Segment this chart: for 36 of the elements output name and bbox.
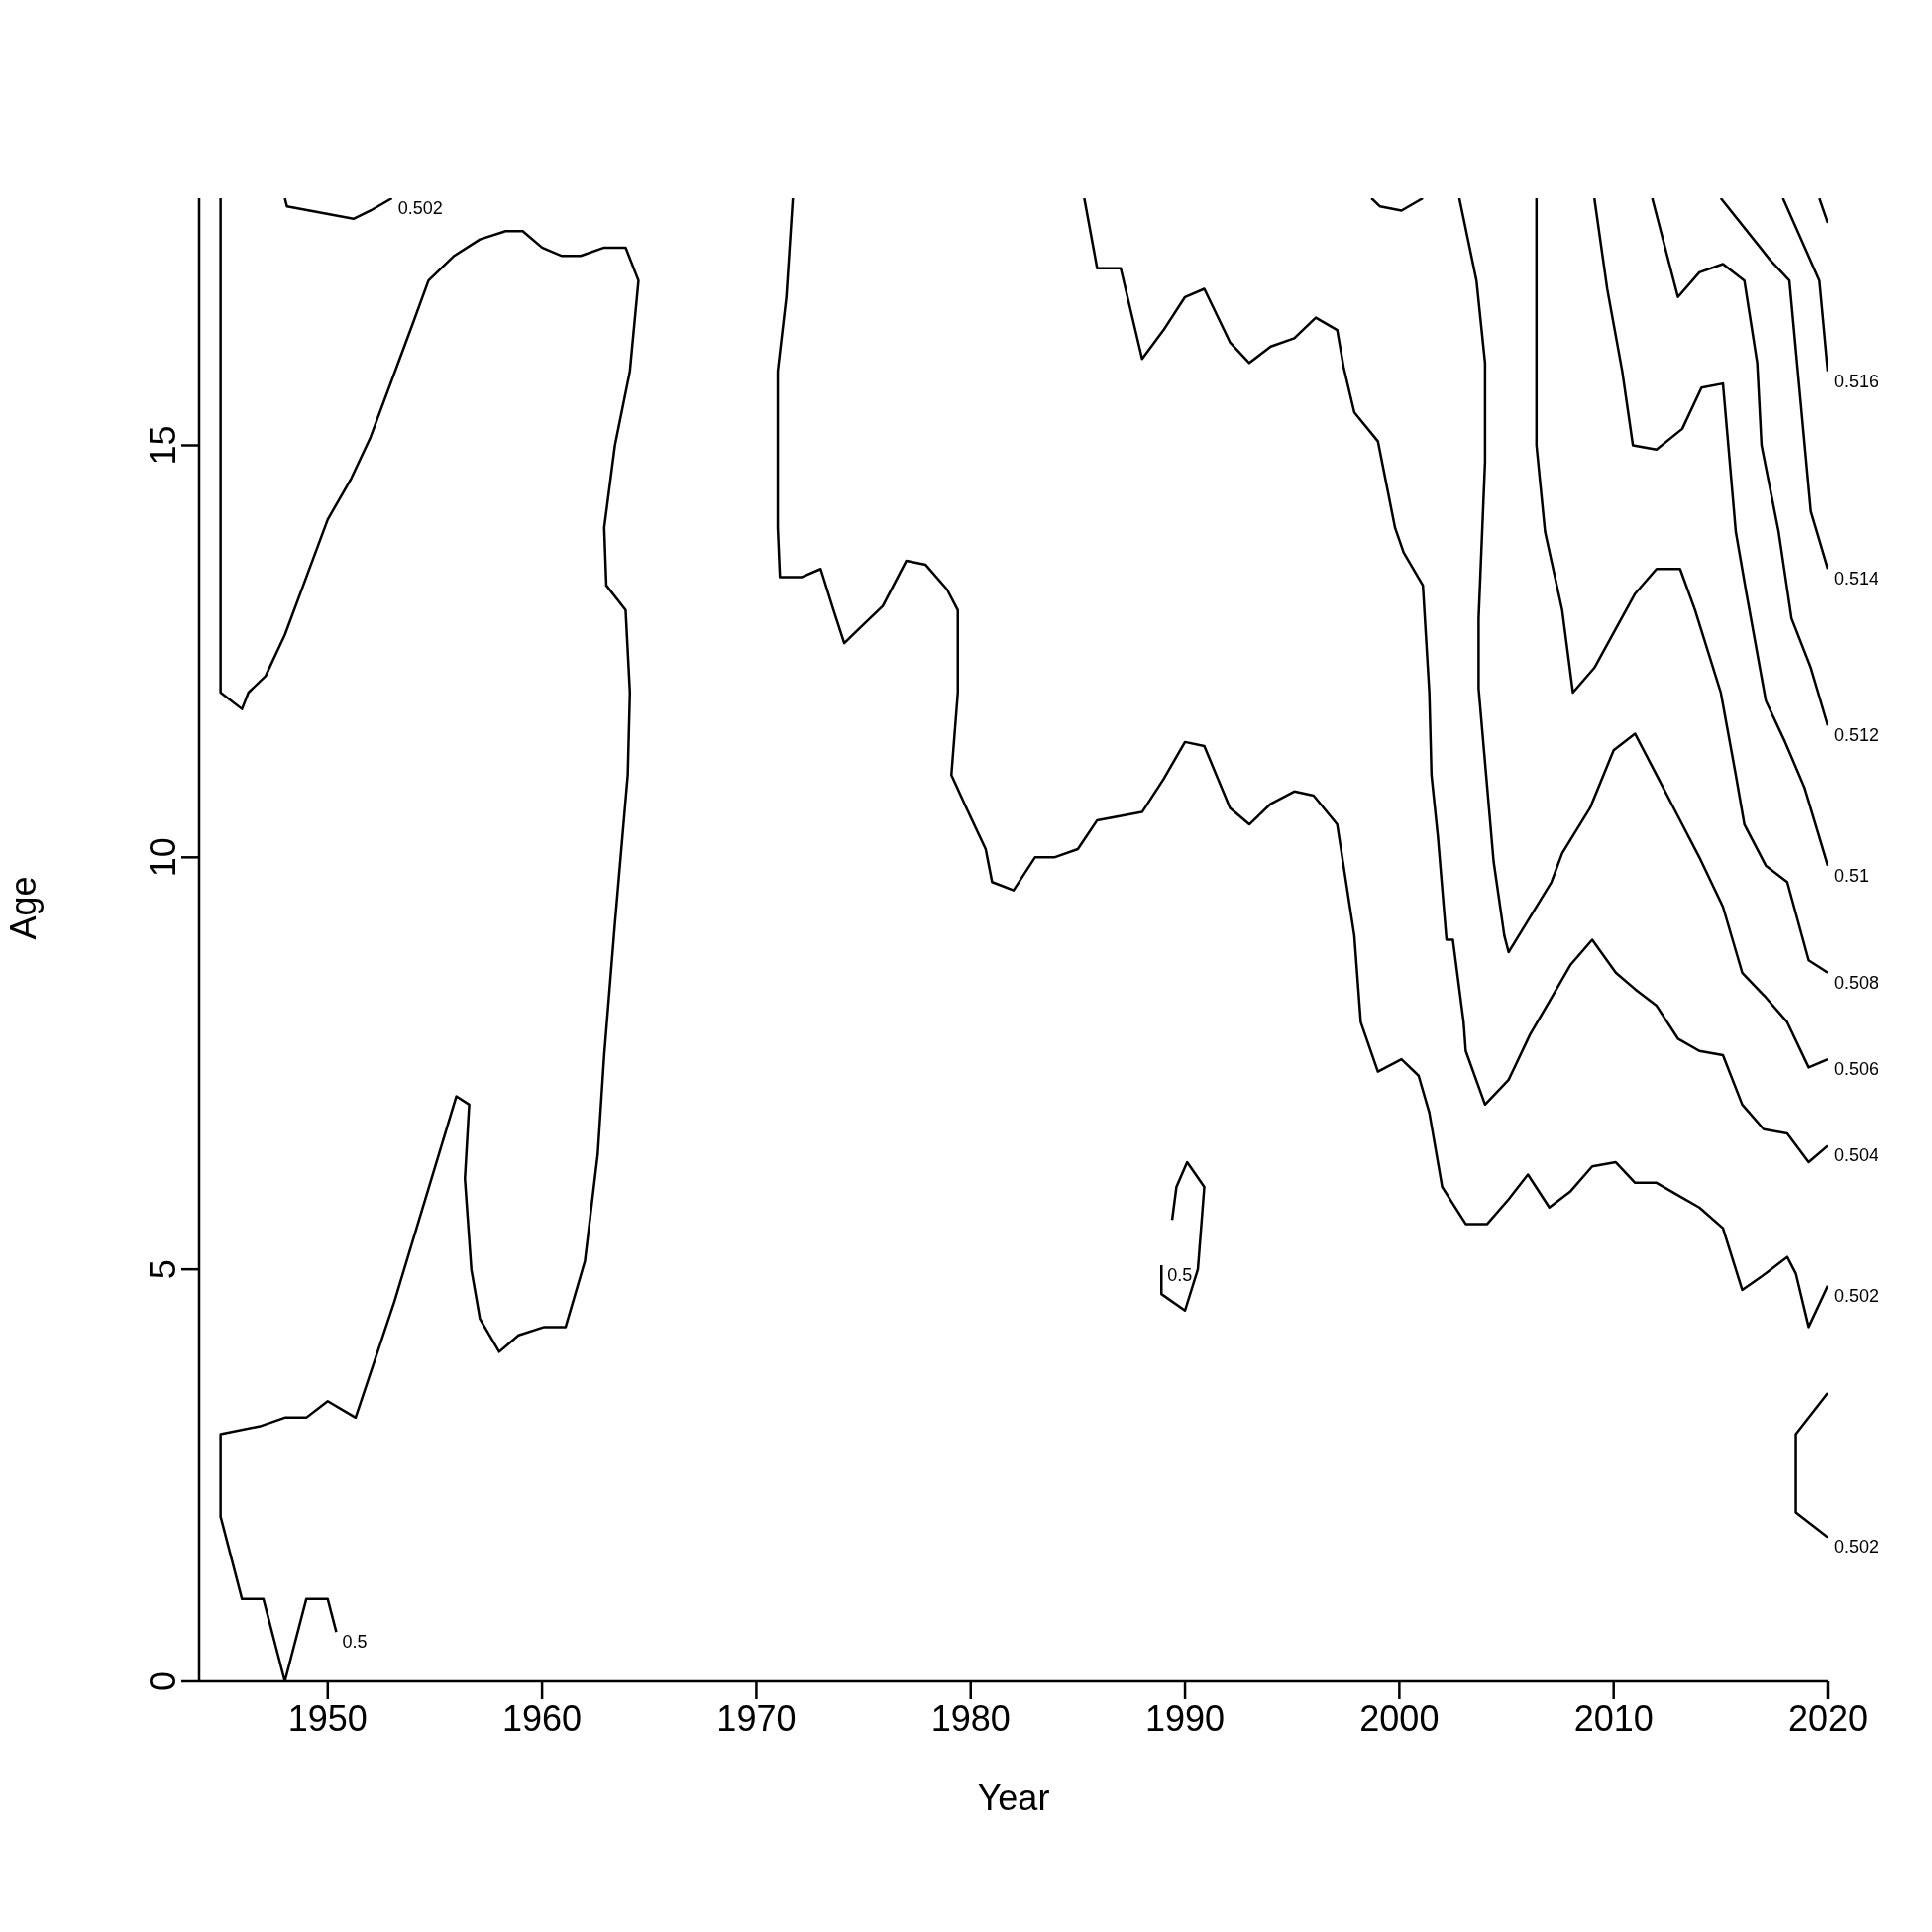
series-label: 0.51 <box>1834 865 1870 886</box>
x-tick-label: 1950 <box>287 1698 368 1739</box>
line-series <box>1160 1160 1206 1312</box>
series-label: 0.516 <box>1834 371 1879 391</box>
line-series <box>1457 198 1828 1069</box>
series-label: 0.512 <box>1834 725 1879 746</box>
series-label: 0.514 <box>1834 569 1879 590</box>
line-series <box>1794 1391 1828 1539</box>
series-label: 0.502 <box>1834 1537 1879 1557</box>
x-tick-label: 1980 <box>930 1698 1011 1739</box>
x-tick-label: 2010 <box>1573 1698 1654 1739</box>
line-series <box>1083 198 1828 1164</box>
line-series <box>283 198 393 221</box>
y-tick-label: 5 <box>143 1259 183 1280</box>
x-tick-label: 1990 <box>1145 1698 1226 1739</box>
series-label: 0.504 <box>1834 1145 1879 1166</box>
line-series <box>1535 198 1828 975</box>
line-series <box>1719 198 1828 571</box>
y-tick-label: 0 <box>143 1670 183 1692</box>
series-label: 0.5 <box>1167 1265 1193 1286</box>
x-tick-label: 1970 <box>716 1698 797 1739</box>
y-axis-title: Age <box>2 876 44 940</box>
series-label: 0.5 <box>342 1632 368 1653</box>
y-tick-label: 10 <box>143 837 183 878</box>
x-tick-label: 1960 <box>502 1698 583 1739</box>
series-label: 0.508 <box>1834 972 1879 993</box>
x-tick-label: 2000 <box>1359 1698 1440 1739</box>
series-label: 0.506 <box>1834 1059 1879 1080</box>
series-label: 0.502 <box>1834 1285 1879 1306</box>
x-axis-title: Year <box>977 1777 1050 1818</box>
y-tick-label: 15 <box>143 425 183 466</box>
series-label: 0.502 <box>397 198 443 218</box>
x-tick-label: 2020 <box>1787 1698 1869 1739</box>
line-series <box>776 198 1828 1329</box>
line-series <box>1592 198 1828 867</box>
line-series <box>1651 198 1828 727</box>
